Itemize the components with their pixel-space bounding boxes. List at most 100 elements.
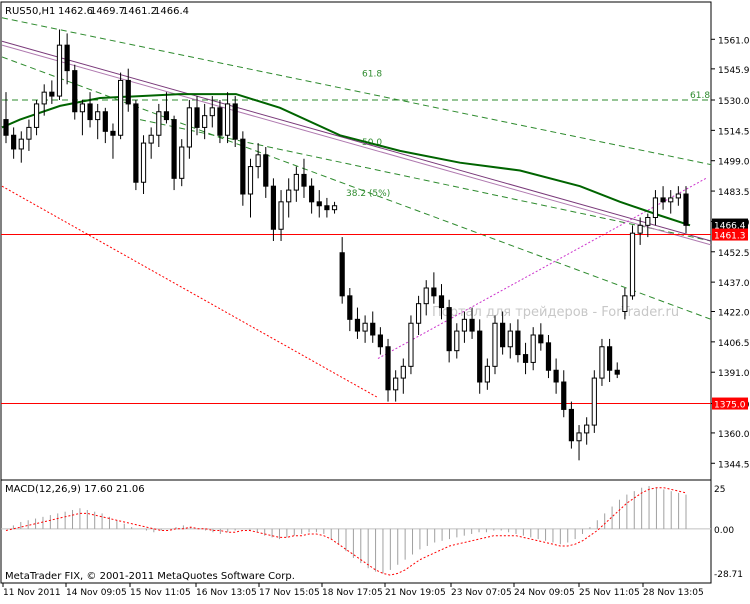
candle xyxy=(454,323,460,359)
candle-body-bull xyxy=(255,154,261,168)
fibo-channel-line xyxy=(139,119,712,242)
candle-body-bull xyxy=(400,365,406,379)
moving-average-line xyxy=(1,93,691,227)
candle-body-bear xyxy=(606,346,613,371)
candle-body-bear xyxy=(217,107,223,136)
candle xyxy=(606,338,613,382)
candle-body-bear xyxy=(301,173,307,187)
candle xyxy=(293,166,299,202)
candle xyxy=(431,272,437,304)
x-tick-label: 28 Nov 13:05 xyxy=(643,588,704,598)
candle xyxy=(362,315,368,343)
candle xyxy=(3,92,9,144)
candle-body-bear xyxy=(500,322,506,348)
price-label-lower: 1375.0 xyxy=(714,401,746,411)
y-tick-label: 1499.0 xyxy=(718,158,750,168)
price-label-current: 1466.4 xyxy=(714,222,746,232)
candle-body-bull xyxy=(118,79,124,136)
candle-body-bear xyxy=(568,408,574,442)
candle-body-bull xyxy=(331,205,338,211)
x-axis: 11 Nov 2011 14 Nov 09:05 15 Nov 11:05 16 No… xyxy=(2,583,704,598)
candle xyxy=(11,127,17,159)
x-tick-label: 25 Nov 11:05 xyxy=(579,588,640,598)
symbol-name: RUS50,H1 xyxy=(5,6,55,17)
ohlc-high: 1469.7 xyxy=(90,6,125,17)
ohlc-open: 1462.6 xyxy=(58,6,93,17)
candle-body-bear xyxy=(347,295,353,320)
candle-body-bear xyxy=(469,318,475,332)
candle-body-bull xyxy=(224,103,231,136)
candle xyxy=(255,143,261,179)
candle xyxy=(125,68,131,112)
y-tick-label: 1561.0 xyxy=(718,36,750,46)
candle-body-bear xyxy=(660,197,666,203)
y-tick-label: 1344.5 xyxy=(718,460,750,470)
candle-body-bull xyxy=(461,318,468,332)
candle-body-bear xyxy=(339,252,345,297)
candle-body-bear xyxy=(3,119,9,136)
candle-body-bull xyxy=(33,103,40,128)
fibo-label: 61.8 xyxy=(690,91,710,101)
candle-body-bear xyxy=(377,334,383,348)
candle xyxy=(194,96,200,136)
candle xyxy=(232,96,238,147)
candle xyxy=(72,64,78,120)
candle xyxy=(652,190,659,226)
candle xyxy=(217,100,223,144)
candle xyxy=(561,370,567,418)
candle-body-bear xyxy=(385,346,391,391)
candle xyxy=(622,288,628,320)
y-tick-label: 1360.0 xyxy=(718,430,750,440)
candle xyxy=(156,103,162,147)
x-tick-label: 11 Nov 2011 xyxy=(3,588,61,598)
fibo-label: 38.2 (5%) xyxy=(346,189,390,199)
candle-body-bear xyxy=(194,107,200,128)
candle xyxy=(438,284,445,320)
candle xyxy=(102,107,108,144)
candle xyxy=(316,190,322,218)
candle-body-bear xyxy=(553,369,559,383)
candle-body-bear xyxy=(522,354,529,363)
candle xyxy=(163,92,170,124)
copyright: MetaTrader FIX, © 2001-2011 MetaQuotes S… xyxy=(5,571,295,582)
candle-body-bear xyxy=(545,342,552,371)
candle-body-bull xyxy=(454,330,460,352)
candle-body-bear xyxy=(683,193,689,226)
candle-body-bull xyxy=(423,287,429,305)
candle-body-bear xyxy=(270,185,277,230)
candle xyxy=(469,307,475,339)
candle xyxy=(95,103,101,140)
candle xyxy=(522,342,529,375)
macd-signal-line xyxy=(5,487,687,576)
x-tick-label: 15 Nov 11:05 xyxy=(130,588,191,598)
candle xyxy=(354,307,361,339)
x-tick-label: 24 Nov 09:05 xyxy=(514,588,575,598)
candle xyxy=(370,311,376,343)
candle xyxy=(118,72,124,140)
candle xyxy=(324,197,330,218)
candle-body-bull xyxy=(293,173,299,191)
macd-tick-label: 0.00 xyxy=(714,526,734,536)
candle xyxy=(263,147,269,198)
x-tick-label: 16 Nov 13:05 xyxy=(196,588,257,598)
candle-body-bear xyxy=(232,103,238,140)
candle-body-bear xyxy=(110,130,116,136)
candle-body-bull xyxy=(186,107,192,148)
y-tick-label: 1422.0 xyxy=(718,309,750,319)
candle-body-bear xyxy=(64,44,70,72)
candle-body-bear xyxy=(102,111,108,132)
candle xyxy=(301,158,307,198)
candle-body-bear xyxy=(515,330,521,356)
candle xyxy=(56,29,63,100)
candle xyxy=(347,288,353,332)
candle-body-bull xyxy=(415,303,422,324)
candle-body-bear xyxy=(171,119,177,179)
candle-body-bull xyxy=(591,377,597,426)
candle xyxy=(400,358,406,394)
candle xyxy=(18,131,24,163)
candle-body-bull xyxy=(584,424,590,434)
candle-body-bull xyxy=(629,232,636,297)
candle xyxy=(385,338,391,402)
candle-body-bull xyxy=(41,91,47,105)
candle xyxy=(33,100,40,136)
